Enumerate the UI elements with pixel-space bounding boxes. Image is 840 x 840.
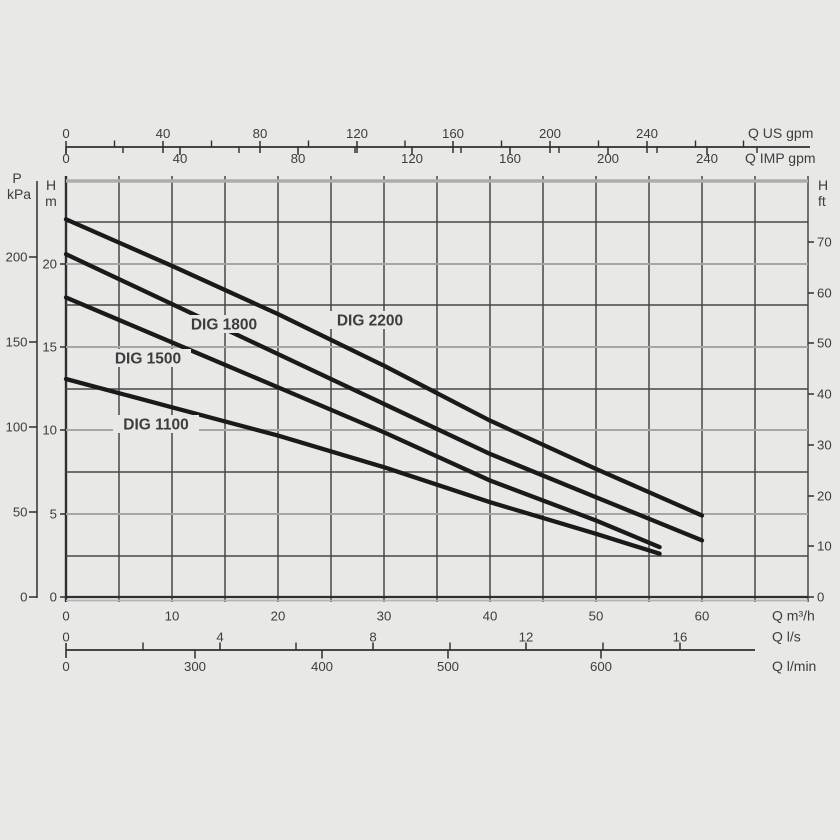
imp-gpm-tick-label: 80 — [291, 151, 306, 166]
m3h-tick-label: 50 — [589, 609, 604, 624]
lmin-tick-label: 600 — [590, 659, 612, 674]
curve-label-dig-2200-bg — [327, 311, 413, 329]
us-gpm-tick-label: 200 — [539, 126, 561, 141]
us-gpm-axis-title: Q US gpm — [748, 125, 813, 141]
lmin-tick-label: 300 — [184, 659, 206, 674]
us-gpm-tick-label: 120 — [346, 126, 368, 141]
lmin-axis-title: Q l/min — [772, 658, 816, 674]
ft-tick-label: 30 — [817, 438, 832, 453]
ls-axis-title: Q l/s — [772, 629, 801, 645]
lmin-tick-label: 0 — [62, 659, 69, 674]
m3h-tick-label: 10 — [165, 609, 180, 624]
ft-axis-title: H — [818, 177, 828, 193]
m-tick-label: 5 — [50, 507, 57, 522]
ls-tick-label: 12 — [519, 630, 534, 645]
pump-curve-dig-1500 — [63, 295, 662, 550]
curve-label-dig-1800: DIG 1800 — [191, 317, 257, 334]
pump-curve-dig-1100 — [63, 376, 662, 556]
imp-gpm-tick-label: 240 — [696, 151, 718, 166]
curve-label-dig-1100-bg — [113, 415, 199, 433]
m3h-tick-label: 30 — [377, 609, 392, 624]
kpa-tick-label: 100 — [5, 420, 27, 435]
lmin-tick-label: 500 — [437, 659, 459, 674]
kpa-tick-label: 200 — [5, 250, 27, 265]
ft-tick-label: 20 — [817, 489, 832, 504]
us-gpm-tick-label: 0 — [62, 126, 69, 141]
imp-gpm-tick-label: 0 — [62, 151, 69, 166]
m-tick-label: 0 — [50, 590, 57, 605]
m-axis-title: m — [45, 193, 57, 209]
kpa-tick-label: 0 — [20, 590, 27, 605]
kpa-axis-title: kPa — [7, 186, 31, 202]
imp-gpm-axis-title: Q IMP gpm — [745, 150, 816, 166]
ls-tick-label: 4 — [216, 630, 223, 645]
m-tick-label: 10 — [42, 423, 57, 438]
m3h-axis-title: Q m³/h — [772, 608, 815, 624]
ft-tick-label: 0 — [817, 590, 824, 605]
imp-gpm-tick-label: 160 — [499, 151, 521, 166]
imp-gpm-tick-label: 200 — [597, 151, 619, 166]
us-gpm-tick-label: 40 — [156, 126, 171, 141]
kpa-tick-label: 50 — [13, 505, 28, 520]
ft-tick-label: 40 — [817, 387, 832, 402]
lmin-tick-label: 400 — [311, 659, 333, 674]
imp-gpm-tick-label: 40 — [173, 151, 188, 166]
ft-tick-label: 50 — [817, 336, 832, 351]
pump-curve-dig-2200 — [63, 217, 705, 518]
ft-tick-label: 70 — [817, 235, 832, 250]
kpa-axis-title: P — [12, 170, 21, 186]
ft-tick-label: 60 — [817, 286, 832, 301]
ls-tick-label: 0 — [62, 630, 69, 645]
m-tick-label: 15 — [42, 340, 57, 355]
m3h-tick-label: 0 — [62, 609, 69, 624]
us-gpm-tick-label: 160 — [442, 126, 464, 141]
us-gpm-tick-label: 80 — [253, 126, 268, 141]
curve-label-dig-1500-bg — [105, 349, 191, 367]
ls-tick-label: 8 — [369, 630, 376, 645]
m-tick-label: 20 — [42, 257, 57, 272]
m-axis-title: H — [46, 177, 56, 193]
ls-tick-label: 16 — [673, 630, 688, 645]
pump-curve-dig-1800 — [63, 252, 705, 543]
m3h-tick-label: 40 — [483, 609, 498, 624]
curve-label-dig-1800-bg — [181, 315, 267, 333]
curve-label-dig-2200: DIG 2200 — [337, 313, 403, 330]
m3h-tick-label: 20 — [271, 609, 286, 624]
curve-label-dig-1100: DIG 1100 — [123, 417, 189, 434]
m3h-tick-label: 60 — [695, 609, 710, 624]
ft-axis-title: ft — [818, 193, 826, 209]
curve-label-dig-1500: DIG 1500 — [115, 351, 181, 368]
imp-gpm-tick-label: 120 — [401, 151, 423, 166]
ft-tick-label: 10 — [817, 539, 832, 554]
us-gpm-tick-label: 240 — [636, 126, 658, 141]
kpa-tick-label: 150 — [5, 335, 27, 350]
